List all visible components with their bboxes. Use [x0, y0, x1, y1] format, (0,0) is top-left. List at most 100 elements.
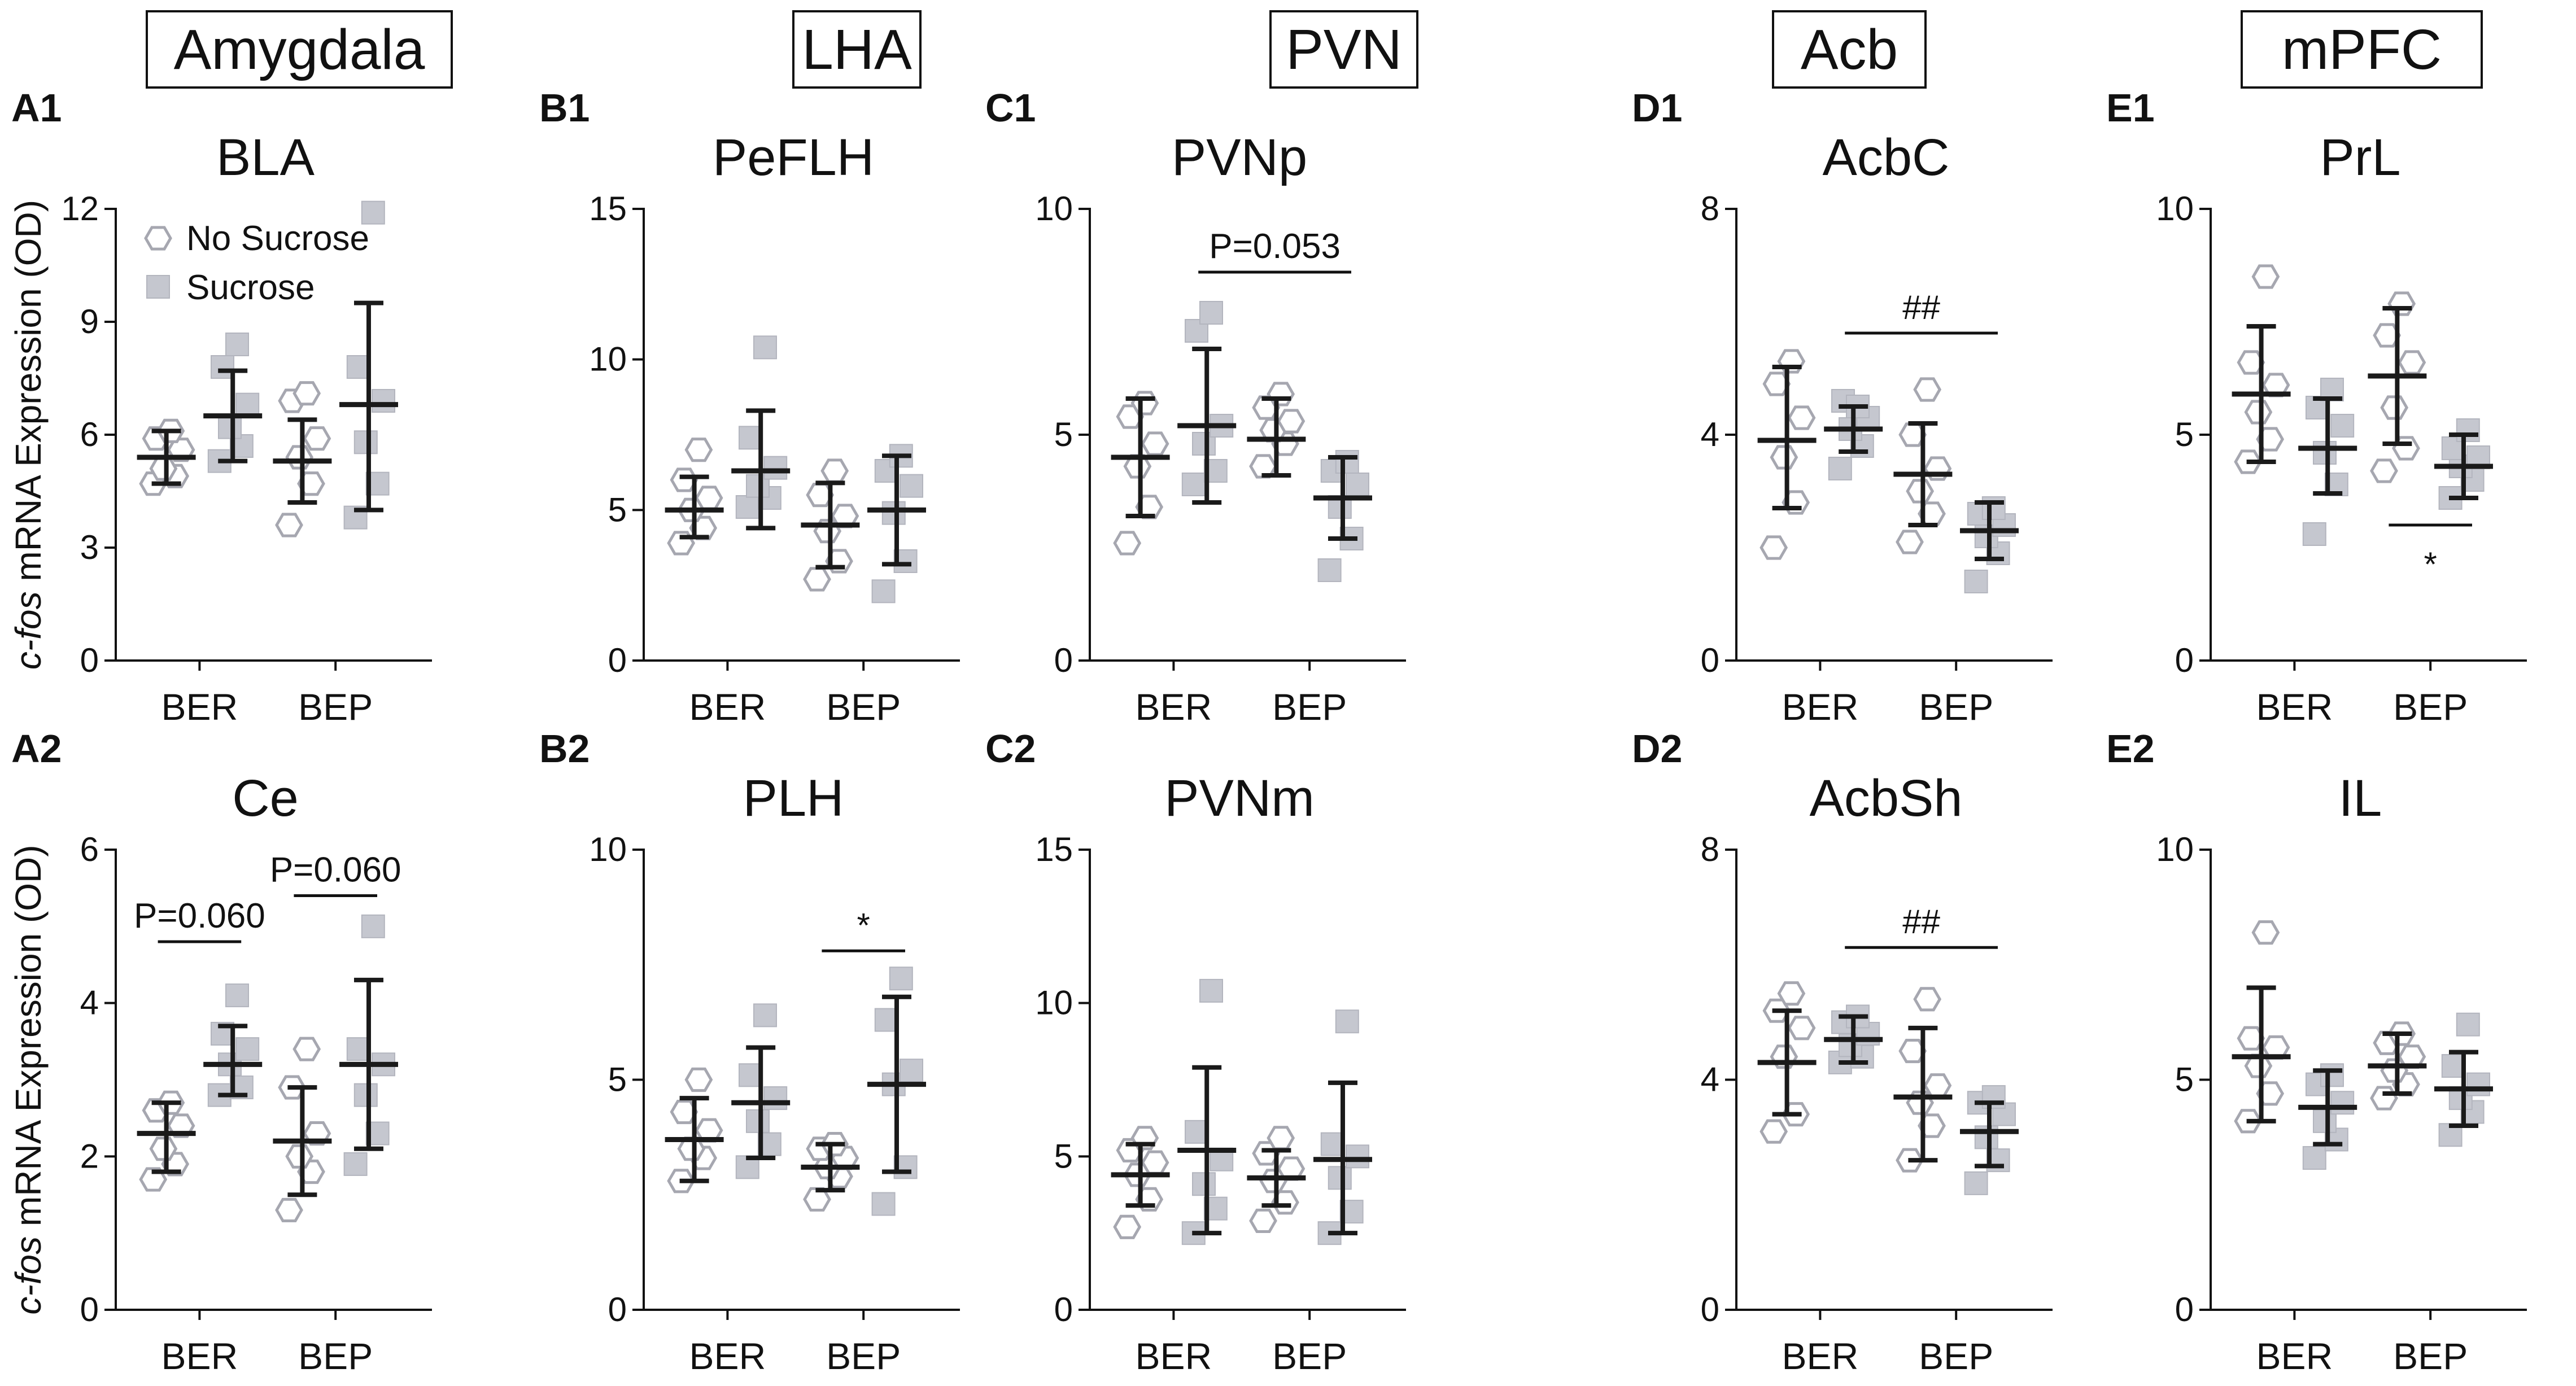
data-point-sucrose [1328, 1166, 1352, 1190]
data-point-no-sucrose [1141, 1150, 1169, 1175]
significance-label: ## [1902, 288, 1940, 326]
data-point-sucrose [1199, 301, 1223, 325]
y-tick-label: 6 [80, 416, 99, 453]
data-point-no-sucrose [2373, 323, 2402, 348]
data-point-sucrose [763, 1086, 788, 1110]
data-point-no-sucrose [303, 426, 331, 451]
data-point-sucrose [874, 1008, 898, 1032]
data-point-no-sucrose [297, 471, 325, 496]
data-point-no-sucrose [275, 513, 303, 537]
x-tick-label-BEP: BEP [1272, 1335, 1347, 1377]
panel-letter-C2: C2 [985, 727, 1036, 771]
data-point-sucrose [235, 1037, 260, 1061]
y-tick-label: 10 [2156, 830, 2194, 868]
data-point-sucrose [225, 333, 249, 356]
y-tick-label: 10 [589, 830, 627, 868]
significance-label: P=0.053 [1209, 227, 1341, 266]
x-tick-label-BEP: BEP [1272, 686, 1347, 728]
y-tick-label: 5 [608, 491, 627, 528]
panel-title-B2: PLH [743, 769, 844, 827]
y-tick-label: 0 [2175, 1291, 2194, 1328]
data-point-sucrose [871, 1192, 896, 1216]
y-tick-label: 0 [608, 641, 627, 679]
y-tick-label: 5 [1054, 1137, 1073, 1175]
legend-label-sucrose: Sucrose [186, 268, 315, 307]
x-tick-label-BER: BER [161, 1335, 238, 1377]
data-point-no-sucrose [2251, 920, 2280, 945]
legend: No Sucrose Sucrose [144, 219, 369, 307]
data-point-no-sucrose [1923, 1073, 1952, 1098]
panel-letter-A2: A2 [11, 727, 62, 771]
significance-label: ## [1902, 903, 1940, 941]
data-point-no-sucrose [2251, 264, 2280, 289]
y-tick-label: 15 [589, 190, 627, 228]
y-tick-label: 10 [1035, 984, 1073, 1022]
data-point-sucrose [346, 355, 370, 379]
x-tick-label-BEP: BEP [1919, 686, 1993, 728]
data-point-sucrose [2313, 441, 2337, 465]
panel-B2: B2 PLH 0 5 10 BER BEP * [539, 727, 960, 1377]
y-tick-label: 5 [2175, 416, 2194, 453]
significance-label: P=0.060 [270, 851, 401, 890]
data-point-no-sucrose [2380, 395, 2409, 420]
data-point-sucrose [763, 456, 788, 480]
data-point-no-sucrose [275, 1197, 303, 1222]
data-point-no-sucrose [1762, 371, 1791, 396]
data-point-sucrose [1346, 1144, 1369, 1169]
legend-label-no-sucrose: No Sucrose [186, 219, 369, 258]
data-point-sucrose [1964, 1171, 1988, 1195]
x-tick-label-BER: BER [161, 686, 238, 728]
y-tick-label: 10 [589, 340, 627, 378]
legend-marker-no-sucrose [144, 226, 172, 251]
data-point-sucrose [1335, 450, 1359, 474]
y-tick-label: 8 [1701, 190, 1719, 228]
data-point-no-sucrose [2370, 1086, 2398, 1110]
y-tick-label: 9 [80, 303, 99, 340]
data-point-no-sucrose [684, 1067, 713, 1092]
x-tick-label-BER: BER [1136, 1335, 1212, 1377]
data-point-no-sucrose [1770, 445, 1798, 470]
data-point-no-sucrose [670, 1100, 698, 1125]
data-point-sucrose [1320, 1132, 1344, 1156]
y-tick-label: 0 [1054, 1291, 1073, 1328]
y-tick-label: 12 [61, 190, 99, 228]
data-point-sucrose [735, 495, 759, 519]
data-point-no-sucrose [695, 486, 723, 510]
panel-letter-B1: B1 [539, 86, 590, 130]
data-point-sucrose [1185, 319, 1208, 343]
data-point-no-sucrose [1777, 981, 1806, 1006]
y-axis-label-text: mRNA Expression (OD) [8, 200, 49, 591]
data-point-no-sucrose [1787, 1016, 1816, 1040]
data-point-no-sucrose [1141, 431, 1169, 456]
region-label-5: mPFC [2282, 18, 2442, 81]
panel-title-C1: PVNp [1172, 129, 1307, 186]
data-point-no-sucrose [684, 438, 713, 462]
panel-title-D1: AcbC [1823, 129, 1950, 186]
data-point-no-sucrose [1898, 1039, 1927, 1064]
data-point-no-sucrose [2256, 427, 2285, 452]
y-tick-label: 0 [80, 641, 99, 679]
x-tick-label-BEP: BEP [2393, 686, 2468, 728]
data-point-sucrose [353, 430, 378, 454]
x-tick-label-BER: BER [1782, 1335, 1859, 1377]
data-point-no-sucrose [2256, 1081, 2285, 1106]
data-point-sucrose [2330, 1091, 2355, 1115]
data-point-no-sucrose [292, 1037, 321, 1061]
region-label-4: Acb [1801, 18, 1898, 81]
panel-title-B1: PeFLH [713, 129, 874, 186]
data-point-no-sucrose [149, 456, 178, 481]
data-point-no-sucrose [1787, 405, 1816, 430]
data-point-sucrose [900, 474, 923, 498]
panel-title-D2: AcbSh [1809, 769, 1962, 827]
data-point-no-sucrose [1759, 535, 1788, 560]
data-point-no-sucrose [285, 1144, 314, 1169]
data-point-no-sucrose [1913, 377, 1942, 402]
data-point-sucrose [361, 914, 385, 938]
panel-letter-E2: E2 [2106, 727, 2155, 771]
y-tick-label: 4 [1701, 1061, 1719, 1099]
data-point-sucrose [225, 983, 249, 1008]
data-point-no-sucrose [1896, 530, 1924, 554]
data-point-no-sucrose [1249, 1208, 1277, 1233]
data-point-no-sucrose [1130, 391, 1159, 416]
data-point-sucrose [211, 355, 234, 379]
